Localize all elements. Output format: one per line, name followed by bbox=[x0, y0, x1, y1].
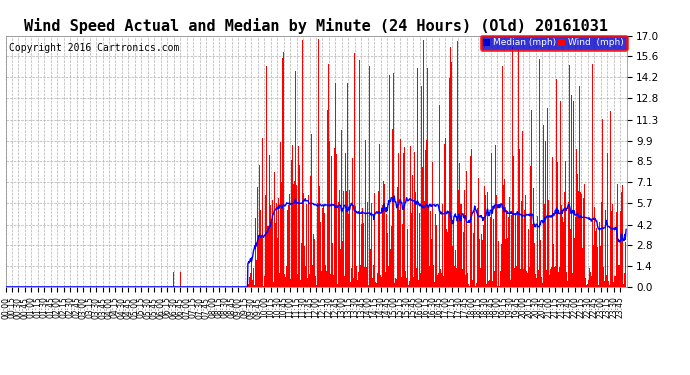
Text: Copyright 2016 Cartronics.com: Copyright 2016 Cartronics.com bbox=[8, 43, 179, 53]
Legend: Median (mph), Wind  (mph): Median (mph), Wind (mph) bbox=[480, 36, 627, 50]
Title: Wind Speed Actual and Median by Minute (24 Hours) (Old) 20161031: Wind Speed Actual and Median by Minute (… bbox=[24, 18, 608, 34]
